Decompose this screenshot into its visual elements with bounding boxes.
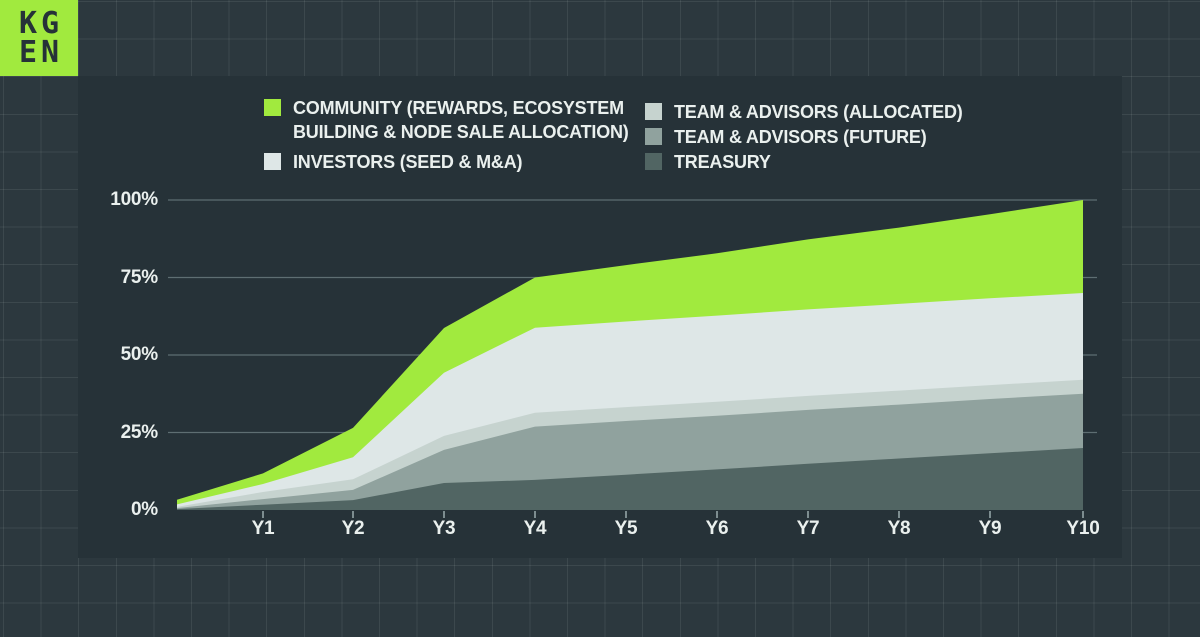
x-axis-label-Y3: Y3 bbox=[432, 518, 456, 539]
y-axis-label-0%: 0% bbox=[130, 499, 158, 520]
x-axis-label-Y7: Y7 bbox=[796, 518, 820, 539]
legend-item-treasury: TREASURY bbox=[645, 150, 771, 174]
legend-swatch-community bbox=[264, 99, 281, 116]
x-axis-label-Y9: Y9 bbox=[978, 518, 1002, 539]
y-axis-label-100%: 100% bbox=[110, 189, 158, 210]
x-axis-label-Y8: Y8 bbox=[887, 518, 911, 539]
legend-swatch-investors bbox=[264, 153, 281, 170]
legend-label-treasury: TREASURY bbox=[674, 152, 771, 172]
x-axis-label-Y2: Y2 bbox=[341, 518, 365, 539]
legend-swatch-team_allocated bbox=[645, 103, 662, 120]
y-axis-label-25%: 25% bbox=[120, 421, 159, 443]
legend-item-community: COMMUNITY (REWARDS, ECOSYSTEM BUILDING &… bbox=[264, 96, 629, 144]
legend-label-team_allocated: TEAM & ADVISORS (ALLOCATED) bbox=[674, 102, 963, 122]
kgen-logo: KG EN bbox=[0, 0, 78, 76]
legend-label-community: COMMUNITY (REWARDS, ECOSYSTEM BUILDING &… bbox=[293, 98, 629, 142]
y-axis-label-75%: 75% bbox=[120, 266, 159, 288]
legend-swatch-team_future bbox=[645, 128, 662, 145]
y-axis-label-50%: 50% bbox=[120, 344, 159, 365]
x-axis-label-Y10: Y10 bbox=[1066, 518, 1100, 539]
legend-item-investors: INVESTORS (SEED & M&A) bbox=[264, 150, 522, 174]
kgen-logo-text-top: KG bbox=[18, 6, 64, 41]
legend-label-investors: INVESTORS (SEED & M&A) bbox=[293, 152, 523, 172]
x-axis-label-Y6: Y6 bbox=[705, 518, 729, 539]
x-axis-label-Y5: Y5 bbox=[614, 518, 638, 539]
legend-item-team_allocated: TEAM & ADVISORS (ALLOCATED) bbox=[645, 100, 963, 124]
legend-label-team_future: TEAM & ADVISORS (FUTURE) bbox=[674, 127, 927, 147]
kgen-logo-text-bottom: EN bbox=[18, 35, 64, 70]
x-axis-label-Y4: Y4 bbox=[523, 518, 547, 539]
area-treasury bbox=[177, 448, 1083, 510]
legend-item-team_future: TEAM & ADVISORS (FUTURE) bbox=[645, 125, 927, 149]
x-axis-label-Y1: Y1 bbox=[251, 518, 275, 539]
legend-swatch-treasury bbox=[645, 153, 662, 170]
